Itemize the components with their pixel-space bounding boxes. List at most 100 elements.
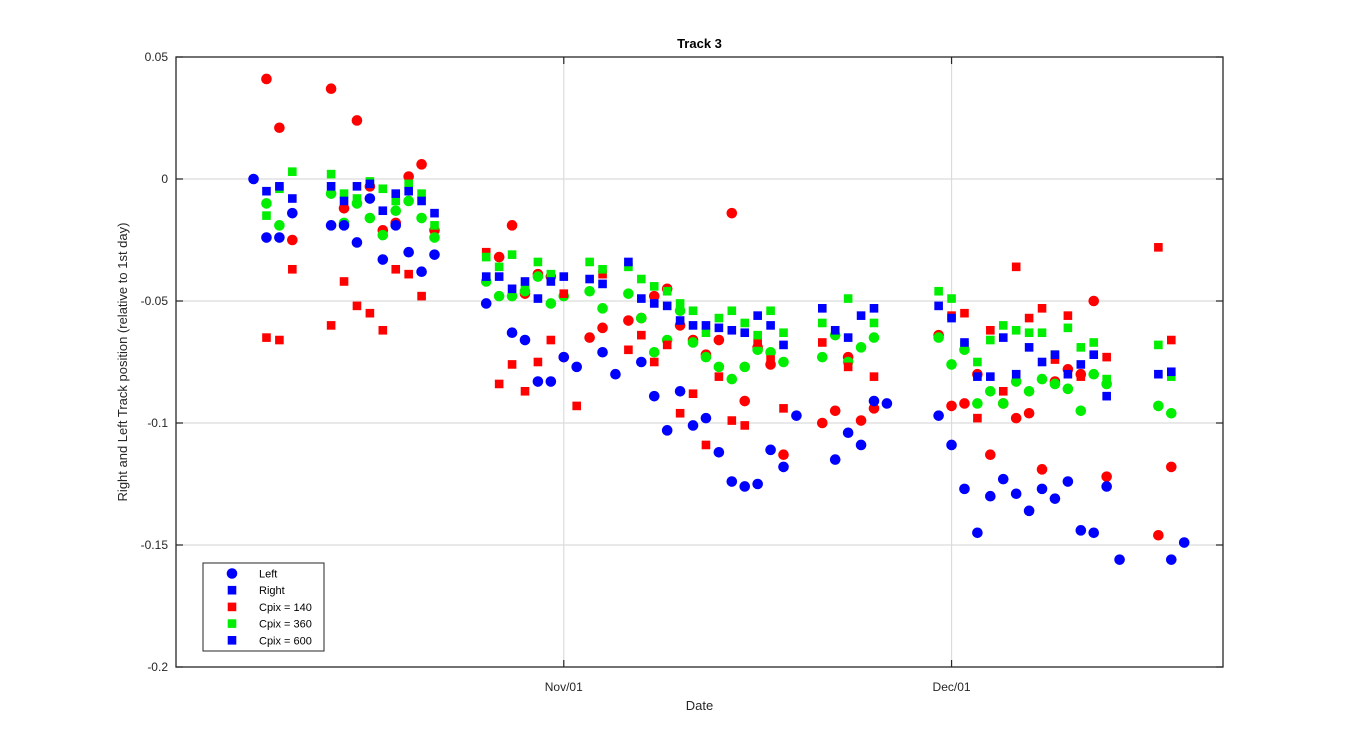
point-left-circle bbox=[1178, 537, 1190, 548]
point-cpix-360-circle bbox=[416, 212, 427, 224]
point-cpix-140-circle bbox=[1036, 464, 1048, 475]
point-cpix-360-circle bbox=[739, 361, 751, 373]
point-cpix-140-circle bbox=[946, 400, 957, 412]
point-cpix-140-circle bbox=[713, 334, 725, 346]
point-left-circle bbox=[829, 454, 841, 465]
point-left-circle bbox=[287, 207, 298, 219]
point-left-circle bbox=[791, 410, 802, 421]
y-tick-label: -0.15 bbox=[141, 538, 169, 552]
point-cpix-360-circle bbox=[726, 373, 738, 385]
point-cpix-360-square bbox=[934, 286, 943, 296]
legend-label: Right bbox=[259, 585, 285, 597]
point-left-circle bbox=[855, 439, 867, 451]
point-cpix-140-square bbox=[727, 416, 737, 425]
point-cpix-360-square bbox=[520, 284, 530, 294]
x-tick-label: Dec/01 bbox=[933, 680, 971, 694]
point-cpix-360-square bbox=[727, 306, 737, 316]
point-cpix-360-square bbox=[430, 221, 439, 230]
point-cpix-360-square bbox=[598, 264, 607, 274]
point-cpix-360-circle bbox=[868, 332, 880, 343]
legend-marker-square bbox=[227, 619, 237, 628]
point-cpix-360-square bbox=[417, 189, 426, 198]
point-cpix-600-square bbox=[675, 316, 685, 325]
plot-area bbox=[176, 57, 1223, 667]
point-left-circle bbox=[972, 527, 983, 539]
point-cpix-140-square bbox=[1166, 335, 1176, 345]
point-cpix-140-circle bbox=[287, 234, 298, 246]
point-left-circle bbox=[842, 427, 854, 439]
point-left-circle bbox=[739, 481, 751, 492]
point-cpix-600-square bbox=[817, 304, 827, 313]
point-cpix-600-square bbox=[339, 196, 349, 206]
legend-box bbox=[202, 562, 325, 652]
x-tick-label: Nov/01 bbox=[545, 680, 583, 694]
point-cpix-360-square bbox=[869, 318, 879, 328]
point-cpix-140-circle bbox=[1010, 412, 1022, 424]
point-left-circle bbox=[946, 439, 957, 451]
point-cpix-600-square bbox=[960, 338, 969, 347]
point-cpix-600-square bbox=[507, 284, 517, 294]
plot-frame bbox=[175, 56, 1224, 668]
point-cpix-360-square bbox=[1076, 343, 1086, 352]
point-cpix-600-square bbox=[973, 372, 982, 381]
point-left-circle bbox=[985, 490, 996, 502]
point-left-circle bbox=[636, 356, 647, 368]
point-cpix-360-square bbox=[1063, 323, 1073, 333]
point-cpix-360-circle bbox=[1036, 373, 1048, 385]
point-cpix-140-circle bbox=[261, 73, 272, 85]
point-left-circle bbox=[881, 398, 893, 409]
point-cpix-140-square bbox=[817, 338, 827, 347]
point-left-circle bbox=[765, 444, 776, 456]
point-cpix-140-square bbox=[339, 277, 349, 286]
point-cpix-140-square bbox=[960, 308, 969, 318]
legend-label: Cpix = 600 bbox=[259, 635, 312, 647]
point-cpix-360-square bbox=[1154, 340, 1163, 350]
point-cpix-140-circle bbox=[959, 398, 970, 409]
point-cpix-600-square bbox=[1076, 360, 1086, 369]
point-cpix-360-circle bbox=[429, 232, 440, 243]
y-tick-label: -0.1 bbox=[147, 416, 168, 430]
point-cpix-600-square bbox=[494, 272, 504, 281]
point-cpix-600-square bbox=[688, 321, 698, 330]
y-tick-label: -0.2 bbox=[147, 660, 168, 674]
point-left-circle bbox=[997, 473, 1009, 485]
legend-marker-square bbox=[227, 585, 237, 595]
point-cpix-140-circle bbox=[985, 449, 996, 461]
point-left-circle bbox=[351, 237, 363, 248]
y-tick-label: -0.05 bbox=[141, 294, 169, 308]
point-cpix-140-square bbox=[275, 335, 284, 345]
point-cpix-360-square bbox=[585, 257, 594, 267]
point-cpix-360-circle bbox=[623, 288, 634, 299]
point-cpix-600-square bbox=[662, 301, 672, 311]
point-cpix-360-square bbox=[973, 357, 982, 367]
point-cpix-360-circle bbox=[1010, 376, 1022, 387]
point-cpix-360-circle bbox=[1165, 407, 1177, 419]
legend-marker-square bbox=[227, 602, 237, 612]
point-cpix-360-square bbox=[1089, 338, 1099, 347]
point-left-circle bbox=[545, 376, 557, 387]
point-cpix-140-square bbox=[637, 330, 646, 340]
point-left-circle bbox=[571, 361, 583, 373]
point-cpix-600-square bbox=[753, 311, 762, 320]
point-cpix-140-circle bbox=[855, 415, 867, 426]
point-cpix-140-circle bbox=[726, 207, 738, 219]
point-cpix-360-circle bbox=[713, 361, 725, 373]
point-cpix-140-square bbox=[507, 360, 517, 369]
point-cpix-140-circle bbox=[778, 449, 789, 461]
point-cpix-140-circle bbox=[351, 115, 363, 126]
point-left-circle bbox=[480, 298, 492, 309]
point-cpix-600-square bbox=[598, 279, 607, 289]
point-cpix-140-square bbox=[546, 335, 556, 345]
point-cpix-140-square bbox=[986, 325, 995, 335]
point-cpix-600-square bbox=[843, 333, 853, 342]
point-left-circle bbox=[403, 246, 414, 258]
point-left-circle bbox=[1088, 527, 1100, 539]
point-left-circle bbox=[778, 461, 789, 473]
point-cpix-600-square bbox=[391, 189, 401, 198]
point-cpix-140-circle bbox=[868, 403, 880, 414]
point-cpix-140-square bbox=[1154, 243, 1163, 252]
point-cpix-140-square bbox=[1076, 372, 1086, 381]
point-cpix-600-square bbox=[714, 323, 724, 333]
point-cpix-140-square bbox=[675, 408, 685, 418]
